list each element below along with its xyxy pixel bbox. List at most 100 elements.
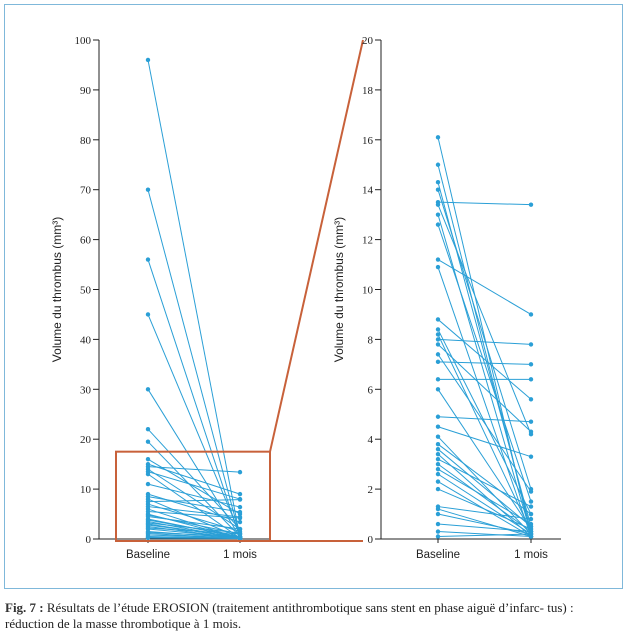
- baseline-point: [145, 387, 151, 392]
- y-tick-label: 6: [368, 384, 374, 396]
- y-tick-label: 90: [80, 85, 92, 97]
- patient-line: [437, 329, 532, 515]
- x-category-label: Baseline: [416, 549, 460, 561]
- y-tick-label: 0: [368, 534, 374, 546]
- one-month-point: [528, 429, 534, 434]
- patient-line: [437, 426, 532, 458]
- baseline-point: [435, 162, 441, 167]
- patient-line: [147, 506, 241, 518]
- y-tick-label: 30: [80, 384, 92, 396]
- chart-panel-2: 0 2 4 6 8 10 12 14 16 18 20 Baseline 1 mois Volume du…: [332, 35, 561, 561]
- patient-line: [147, 532, 241, 538]
- baseline-point: [435, 180, 441, 185]
- zoom-box: [115, 450, 271, 542]
- y-tick-label: 20: [80, 434, 92, 446]
- patient-line: [437, 448, 532, 527]
- one-month-point: [528, 489, 534, 494]
- patient-line: [437, 463, 532, 532]
- y-tick-label: 10: [80, 484, 92, 496]
- patient-line: [437, 204, 532, 435]
- one-month-point: [528, 521, 534, 527]
- patient-line: [147, 496, 241, 513]
- one-month-point: [528, 531, 534, 537]
- baseline-point: [435, 486, 441, 492]
- y-tick-label: 50: [80, 285, 92, 297]
- x-category-label: 1 mois: [223, 549, 257, 561]
- y-tick-label: 80: [80, 135, 92, 147]
- y-tick-label: 70: [80, 185, 92, 197]
- y-tick-label: 60: [80, 235, 92, 247]
- patient-line: [437, 443, 532, 515]
- patient-line: [437, 354, 532, 492]
- baseline-point: [435, 424, 441, 429]
- baseline-point: [145, 456, 151, 462]
- patient-line: [147, 314, 241, 535]
- baseline-point: [435, 529, 441, 534]
- baseline-point: [435, 451, 441, 457]
- y-axis-title: Volume du thrombus (mm³): [332, 217, 346, 362]
- baseline-point: [435, 441, 441, 447]
- patient-line: [437, 319, 532, 400]
- patient-line: [437, 361, 532, 365]
- one-month-point: [237, 519, 243, 525]
- patient-line: [147, 516, 241, 530]
- baseline-point: [435, 461, 441, 467]
- y-tick-label: 40: [80, 334, 92, 346]
- baseline-point: [435, 342, 441, 347]
- figure-caption-lead: Fig. 7 :: [5, 600, 44, 615]
- baseline-point: [435, 387, 441, 392]
- one-month-point: [237, 491, 243, 497]
- x-category-label: Baseline: [126, 549, 170, 561]
- one-month-point: [528, 312, 534, 317]
- patient-line: [147, 441, 241, 537]
- patient-line: [437, 473, 532, 535]
- baseline-point: [435, 479, 441, 484]
- baseline-point: [435, 359, 441, 365]
- patient-line: [437, 338, 532, 345]
- y-tick-label: 20: [362, 35, 374, 47]
- one-month-point: [528, 377, 534, 382]
- baseline-point: [435, 471, 441, 477]
- patient-line: [437, 531, 532, 538]
- one-month-point: [528, 454, 534, 459]
- baseline-point: [435, 187, 441, 192]
- x-category-label: 1 mois: [514, 549, 548, 561]
- y-tick-label: 16: [362, 135, 374, 147]
- y-tick-label: 18: [362, 85, 374, 97]
- patient-line: [437, 533, 532, 538]
- one-month-point: [237, 536, 243, 541]
- patient-line: [437, 201, 532, 206]
- baseline-point: [435, 434, 441, 439]
- one-month-point: [528, 504, 534, 509]
- patient-line: [147, 471, 241, 500]
- patient-line: [437, 523, 532, 533]
- one-month-point: [528, 362, 534, 367]
- baseline-point: [435, 327, 441, 332]
- y-axis-title: Volume du thrombus (mm³): [50, 217, 64, 362]
- baseline-point: [435, 466, 441, 472]
- patient-line: [147, 511, 241, 519]
- zoom-connector-top: [269, 39, 364, 452]
- patient-line: [147, 483, 241, 508]
- y-tick-label: 8: [368, 334, 374, 346]
- baseline-point: [435, 456, 441, 462]
- baseline-point: [435, 212, 441, 217]
- one-month-point: [237, 497, 243, 502]
- baseline-point: [145, 57, 151, 63]
- patient-line: [147, 59, 241, 538]
- one-month-point: [237, 469, 243, 475]
- y-tick-label: 100: [75, 35, 92, 47]
- figure-caption-text: Résultats de l’étude EROSION (traitement…: [5, 600, 574, 631]
- one-month-point: [528, 397, 534, 402]
- patient-line: [147, 527, 241, 535]
- y-tick-label: 12: [362, 235, 373, 247]
- baseline-point: [435, 257, 441, 262]
- patient-line: [437, 266, 532, 537]
- patient-line: [437, 344, 532, 433]
- y-tick-label: 2: [368, 484, 374, 496]
- baseline-point: [435, 521, 441, 527]
- baseline-point: [145, 439, 151, 444]
- patient-line: [147, 458, 241, 515]
- patient-line: [437, 259, 532, 315]
- patient-line: [437, 389, 532, 530]
